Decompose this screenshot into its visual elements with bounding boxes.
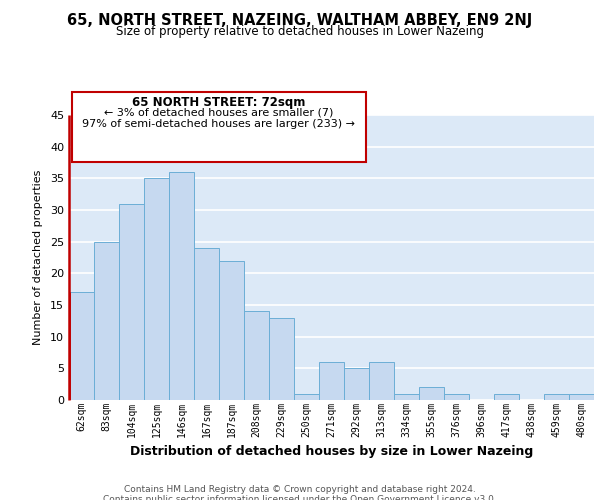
Bar xyxy=(344,368,369,400)
Bar xyxy=(69,292,94,400)
Text: Contains HM Land Registry data © Crown copyright and database right 2024.: Contains HM Land Registry data © Crown c… xyxy=(124,485,476,494)
Bar xyxy=(419,388,444,400)
Text: Contains public sector information licensed under the Open Government Licence v3: Contains public sector information licen… xyxy=(103,495,497,500)
Bar xyxy=(294,394,319,400)
X-axis label: Distribution of detached houses by size in Lower Nazeing: Distribution of detached houses by size … xyxy=(130,445,533,458)
Bar xyxy=(319,362,344,400)
Bar xyxy=(169,172,194,400)
Bar xyxy=(144,178,169,400)
Bar xyxy=(369,362,394,400)
Bar xyxy=(544,394,569,400)
Bar xyxy=(194,248,219,400)
Bar xyxy=(569,394,594,400)
Text: ← 3% of detached houses are smaller (7): ← 3% of detached houses are smaller (7) xyxy=(104,108,334,118)
Text: 65 NORTH STREET: 72sqm: 65 NORTH STREET: 72sqm xyxy=(132,96,305,110)
Bar xyxy=(119,204,144,400)
Text: 97% of semi-detached houses are larger (233) →: 97% of semi-detached houses are larger (… xyxy=(82,120,355,130)
Text: 65, NORTH STREET, NAZEING, WALTHAM ABBEY, EN9 2NJ: 65, NORTH STREET, NAZEING, WALTHAM ABBEY… xyxy=(67,12,533,28)
Text: Size of property relative to detached houses in Lower Nazeing: Size of property relative to detached ho… xyxy=(116,25,484,38)
Bar xyxy=(494,394,519,400)
Bar xyxy=(394,394,419,400)
Bar xyxy=(219,260,244,400)
Bar xyxy=(244,312,269,400)
Y-axis label: Number of detached properties: Number of detached properties xyxy=(33,170,43,345)
FancyBboxPatch shape xyxy=(71,92,365,162)
Bar xyxy=(94,242,119,400)
Bar xyxy=(269,318,294,400)
Bar xyxy=(444,394,469,400)
